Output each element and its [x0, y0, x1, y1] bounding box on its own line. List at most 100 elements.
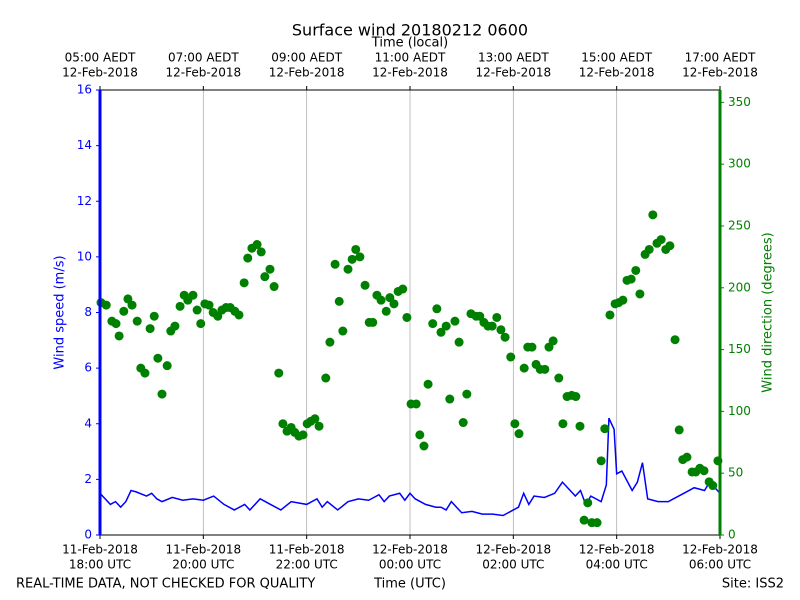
direction-point	[454, 337, 464, 347]
direction-point	[274, 368, 284, 378]
direction-point	[140, 368, 150, 378]
direction-point	[571, 392, 581, 402]
direction-point	[436, 327, 446, 337]
direction-point	[682, 452, 692, 462]
direction-point	[519, 363, 529, 373]
direction-point	[432, 304, 442, 314]
direction-point	[631, 265, 641, 275]
direction-point	[458, 418, 468, 428]
direction-point	[441, 321, 451, 331]
direction-point	[330, 259, 340, 269]
x2-tick-label: 07:00 AEDT	[168, 51, 239, 65]
direction-point	[527, 342, 537, 352]
direction-point	[192, 305, 202, 315]
direction-point	[644, 244, 654, 254]
direction-point	[554, 373, 564, 383]
site-label: Site: ISS2	[722, 577, 784, 592]
direction-point	[575, 421, 585, 431]
direction-point	[699, 466, 709, 476]
direction-point	[204, 300, 214, 310]
y2-tick-label: 300	[728, 157, 751, 171]
direction-point	[402, 312, 412, 322]
x2-tick-label: 12-Feb-2018	[372, 66, 448, 80]
direction-point	[239, 278, 249, 288]
direction-point	[665, 241, 675, 251]
direction-point	[381, 306, 391, 316]
direction-point	[596, 456, 606, 466]
direction-point	[269, 282, 279, 292]
direction-point	[558, 419, 568, 429]
direction-point	[626, 274, 636, 284]
direction-point	[506, 352, 516, 362]
x2-tick-label: 12-Feb-2018	[165, 66, 241, 80]
direction-point	[670, 335, 680, 345]
direction-point	[252, 240, 262, 250]
direction-point	[398, 284, 408, 294]
direction-point	[583, 498, 593, 508]
x-tick-label: 12-Feb-2018	[475, 543, 551, 557]
direction-point	[157, 389, 167, 399]
direction-point	[334, 296, 344, 306]
y-tick-label: 4	[84, 416, 92, 430]
x-tick-label: 11-Feb-2018	[62, 543, 138, 557]
direction-point	[462, 389, 472, 399]
direction-point	[496, 325, 506, 335]
x2-tick-label: 05:00 AEDT	[65, 51, 136, 65]
direction-point	[343, 264, 353, 274]
direction-point	[298, 430, 308, 440]
y2-tick-label: 50	[728, 466, 743, 480]
y2-tick-label: 250	[728, 218, 751, 232]
direction-point	[648, 210, 658, 220]
direction-point	[487, 321, 497, 331]
x2-tick-label: 17:00 AEDT	[685, 51, 756, 65]
direction-point	[428, 319, 438, 329]
direction-point	[419, 441, 429, 451]
direction-point	[170, 321, 180, 331]
x2-tick-label: 11:00 AEDT	[375, 51, 446, 65]
y2-tick-label: 100	[728, 404, 751, 418]
direction-point	[389, 299, 399, 309]
y-axis-title: Wind speed (m/s)	[53, 255, 68, 369]
x2-tick-label: 15:00 AEDT	[581, 51, 652, 65]
x-tick-label: 00:00 UTC	[379, 558, 441, 572]
y2-tick-label: 150	[728, 342, 751, 356]
direction-point	[119, 306, 129, 316]
direction-point	[411, 399, 421, 409]
direction-point	[114, 331, 124, 341]
x2-tick-label: 12-Feb-2018	[475, 66, 551, 80]
x-tick-label: 11-Feb-2018	[269, 543, 345, 557]
direction-point	[635, 289, 645, 299]
x2-tick-label: 12-Feb-2018	[62, 66, 138, 80]
direction-point	[548, 336, 558, 346]
chart-title: Surface wind 20180212 0600	[292, 21, 528, 40]
direction-point	[368, 317, 378, 327]
direction-point	[321, 373, 331, 383]
direction-point	[423, 379, 433, 389]
x-tick-label: 18:00 UTC	[69, 558, 131, 572]
y-tick-label: 16	[77, 83, 92, 97]
direction-point	[492, 312, 502, 322]
direction-point	[101, 300, 111, 310]
speed-line	[99, 417, 721, 517]
direction-point	[500, 332, 510, 342]
y2-axis-title: Wind direction (degrees)	[761, 232, 776, 392]
x2-tick-label: 12-Feb-2018	[579, 66, 655, 80]
x2-tick-label: 12-Feb-2018	[269, 66, 345, 80]
direction-point	[592, 518, 602, 528]
direction-point	[196, 319, 206, 329]
direction-point	[656, 235, 666, 245]
x-tick-label: 11-Feb-2018	[165, 543, 241, 557]
direction-point	[514, 429, 524, 439]
y-tick-label: 8	[84, 305, 92, 319]
y-tick-label: 0	[84, 528, 92, 542]
direction-point	[450, 316, 460, 326]
y2-tick-label: 200	[728, 280, 751, 294]
direction-point	[132, 316, 142, 326]
x-tick-label: 22:00 UTC	[276, 558, 338, 572]
direction-point	[314, 421, 324, 431]
direction-point	[127, 300, 137, 310]
x-tick-label: 12-Feb-2018	[579, 543, 655, 557]
direction-point	[175, 301, 185, 311]
